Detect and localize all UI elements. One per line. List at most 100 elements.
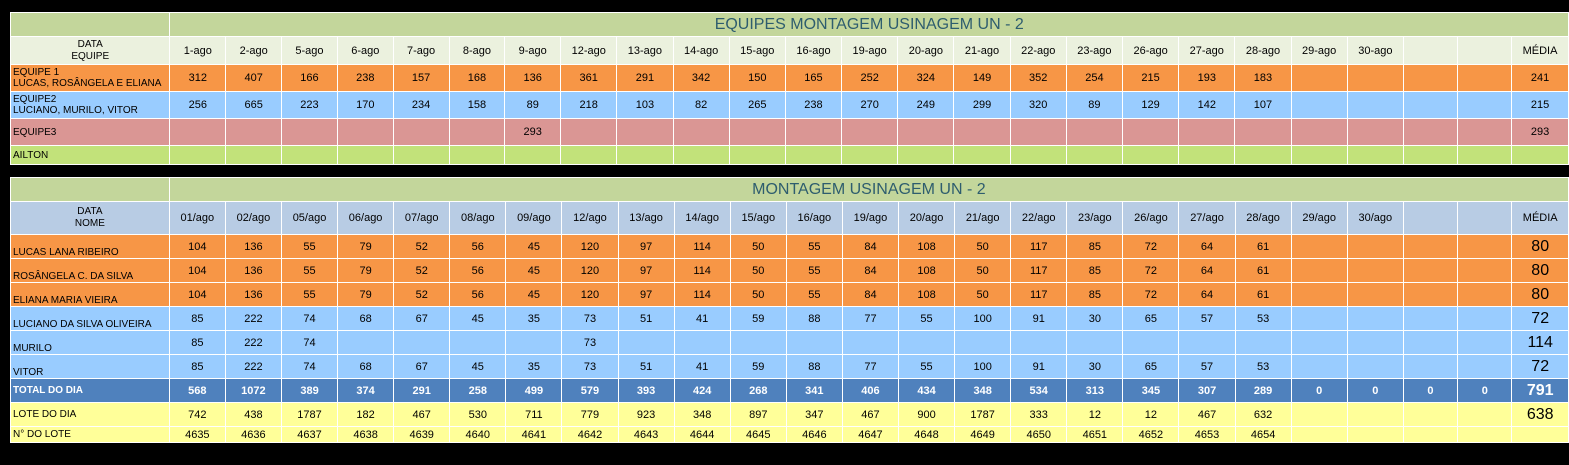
avg-header: MÉDIA — [1511, 201, 1569, 235]
value-cell: 291 — [616, 64, 674, 92]
value-cell: 120 — [561, 258, 619, 283]
value-cell: 183 — [1234, 64, 1292, 92]
value-cell: 393 — [617, 378, 675, 403]
value-cell: 89 — [504, 91, 562, 119]
value-cell: 84 — [841, 258, 900, 283]
value-cell: 4641 — [505, 426, 563, 443]
value-cell — [1457, 282, 1513, 307]
date-header: 20/ago — [897, 201, 956, 235]
value-cell: 129 — [1122, 91, 1180, 119]
date-header: 16/ago — [785, 201, 843, 235]
value-cell: 1072 — [224, 378, 282, 403]
date-header: 05/ago — [280, 201, 339, 235]
value-cell — [1457, 426, 1513, 443]
value-cell: 55 — [897, 306, 956, 331]
date-header: 26-ago — [1122, 36, 1180, 65]
avg-cell — [1511, 145, 1569, 165]
value-cell — [225, 118, 283, 146]
value-cell — [672, 118, 730, 146]
value-cell: 4635 — [168, 426, 226, 443]
value-cell: 51 — [617, 354, 675, 379]
value-cell — [449, 330, 507, 355]
avg-cell: 72 — [1511, 306, 1569, 331]
value-cell: 238 — [336, 64, 394, 92]
value-cell — [1346, 234, 1404, 259]
value-cell: 534 — [1010, 378, 1068, 403]
value-cell: 222 — [224, 354, 282, 379]
value-cell: 55 — [280, 234, 339, 259]
value-cell — [1346, 426, 1404, 443]
value-cell: 55 — [280, 282, 339, 307]
value-cell — [1402, 354, 1459, 379]
value-cell: 434 — [897, 378, 956, 403]
value-cell: 530 — [449, 402, 507, 427]
value-cell: 0 — [1290, 378, 1348, 403]
value-cell: 73 — [561, 354, 619, 379]
team-row: EQUIPE 1 LUCAS, ROSÂNGELA E ELIANA 312 407 1… — [9, 64, 1569, 92]
value-cell: 104 — [168, 282, 226, 307]
value-cell: 249 — [897, 91, 955, 119]
value-cell — [337, 330, 395, 355]
value-cell — [1346, 64, 1404, 92]
header-label-bottom: EQUIPE — [71, 50, 110, 62]
team-name: EQUIPE 1 — [13, 67, 60, 78]
value-cell: 50 — [954, 234, 1012, 259]
table-title: EQUIPES MONTAGEM USINAGEM UN - 2 — [169, 12, 1569, 37]
value-cell: 100 — [954, 306, 1012, 331]
value-cell: 65 — [1122, 306, 1180, 331]
value-cell: 97 — [617, 258, 675, 283]
value-cell — [673, 330, 731, 355]
value-cell — [504, 145, 562, 165]
value-cell: 252 — [841, 64, 899, 92]
value-cell: 97 — [617, 234, 675, 259]
value-cell: 4651 — [1066, 426, 1124, 443]
date-header: 28/ago — [1234, 201, 1292, 235]
value-cell: 61 — [1234, 282, 1292, 307]
value-cell: 4645 — [729, 426, 787, 443]
date-header — [1402, 36, 1459, 65]
value-cell: 41 — [673, 354, 731, 379]
value-cell — [1346, 354, 1404, 379]
value-cell: 407 — [225, 64, 283, 92]
value-cell: 313 — [1066, 378, 1124, 403]
value-cell: 341 — [785, 378, 843, 403]
value-cell: 56 — [449, 258, 507, 283]
value-cell — [1402, 306, 1459, 331]
lote-dia-row: LOTE DO DIA 742 438 1787 182 467 530 711 779 923 3… — [10, 402, 1569, 427]
team-label: AILTON — [9, 145, 171, 165]
member-row: LUCAS LANA RIBEIRO 104 136 55 79 52 56 45 120 97 1… — [10, 234, 1569, 259]
value-cell — [616, 145, 674, 165]
value-cell: 568 — [168, 378, 226, 403]
value-cell: 324 — [897, 64, 955, 92]
value-cell — [1402, 145, 1459, 165]
avg-cell: 80 — [1511, 258, 1569, 283]
value-cell — [1402, 234, 1459, 259]
member-name: ROSÂNGELA C. DA SILVA — [10, 258, 170, 283]
value-cell — [897, 330, 956, 355]
value-cell: 4654 — [1234, 426, 1292, 443]
value-cell — [225, 145, 283, 165]
value-cell: 467 — [393, 402, 451, 427]
value-cell: 77 — [841, 306, 900, 331]
value-cell: 52 — [393, 234, 451, 259]
value-cell — [1010, 330, 1068, 355]
value-cell: 4638 — [337, 426, 395, 443]
value-cell — [1402, 118, 1459, 146]
total-row: TOTAL DO DIA 568 1072 389 374 291 258 499 579 393… — [10, 378, 1569, 403]
member-row: LUCIANO DA SILVA OLIVEIRA 85 222 74 68 67 45 35… — [10, 306, 1569, 331]
value-cell — [1065, 145, 1124, 165]
value-cell — [336, 118, 394, 146]
value-cell: 312 — [169, 64, 227, 92]
value-cell — [1290, 306, 1348, 331]
value-cell: 165 — [784, 64, 843, 92]
value-cell: 374 — [337, 378, 395, 403]
table-title-spacer — [10, 177, 170, 202]
avg-cell: 791 — [1511, 378, 1569, 403]
value-cell: 4640 — [449, 426, 507, 443]
value-cell: 108 — [897, 282, 956, 307]
value-cell: 56 — [449, 234, 507, 259]
value-cell: 166 — [281, 64, 338, 92]
value-cell: 923 — [617, 402, 675, 427]
avg-cell: 638 — [1511, 402, 1569, 427]
value-cell — [560, 145, 618, 165]
